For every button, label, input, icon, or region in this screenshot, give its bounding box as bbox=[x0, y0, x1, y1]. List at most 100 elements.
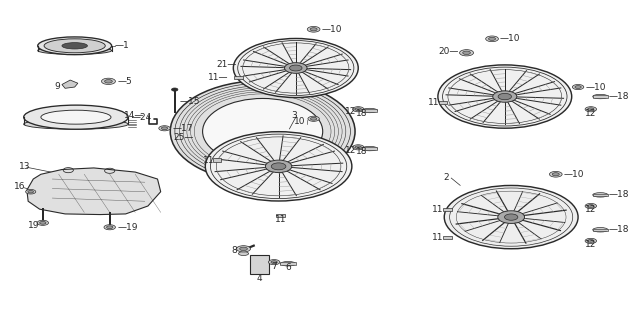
Text: —18: —18 bbox=[609, 92, 629, 101]
Polygon shape bbox=[27, 168, 161, 215]
Bar bbox=[280, 262, 296, 265]
Ellipse shape bbox=[310, 28, 317, 31]
Text: 11: 11 bbox=[275, 215, 286, 224]
Ellipse shape bbox=[585, 107, 596, 112]
Ellipse shape bbox=[493, 91, 517, 102]
Ellipse shape bbox=[104, 80, 112, 83]
Ellipse shape bbox=[24, 105, 128, 129]
Ellipse shape bbox=[585, 238, 596, 244]
Text: 8: 8 bbox=[232, 246, 237, 255]
Ellipse shape bbox=[438, 65, 572, 128]
Ellipse shape bbox=[355, 108, 362, 111]
Text: —10: —10 bbox=[322, 25, 342, 34]
Ellipse shape bbox=[308, 116, 319, 121]
Ellipse shape bbox=[239, 247, 248, 251]
Bar bbox=[593, 228, 608, 231]
Text: —24: —24 bbox=[132, 113, 152, 122]
Ellipse shape bbox=[289, 65, 302, 71]
Ellipse shape bbox=[62, 43, 88, 49]
Ellipse shape bbox=[593, 228, 608, 232]
Text: 18: 18 bbox=[356, 147, 368, 156]
Text: 11: 11 bbox=[428, 99, 439, 108]
Ellipse shape bbox=[234, 38, 358, 98]
Ellipse shape bbox=[588, 204, 594, 207]
Ellipse shape bbox=[205, 132, 352, 201]
Text: 12: 12 bbox=[345, 107, 356, 116]
Ellipse shape bbox=[444, 186, 578, 249]
Ellipse shape bbox=[362, 146, 378, 151]
Ellipse shape bbox=[271, 261, 277, 264]
Text: —5: —5 bbox=[117, 77, 132, 86]
Text: 12: 12 bbox=[345, 146, 356, 155]
Ellipse shape bbox=[38, 47, 111, 54]
Ellipse shape bbox=[307, 27, 320, 32]
Ellipse shape bbox=[593, 193, 608, 197]
Ellipse shape bbox=[588, 108, 594, 111]
Circle shape bbox=[172, 88, 178, 91]
Bar bbox=[362, 109, 378, 112]
Ellipse shape bbox=[203, 99, 323, 164]
Ellipse shape bbox=[498, 211, 525, 223]
Ellipse shape bbox=[498, 93, 511, 100]
Text: 12: 12 bbox=[585, 240, 596, 249]
Ellipse shape bbox=[593, 94, 608, 99]
Ellipse shape bbox=[488, 37, 495, 40]
Ellipse shape bbox=[353, 145, 364, 150]
Text: —18: —18 bbox=[609, 190, 629, 199]
Ellipse shape bbox=[585, 204, 596, 209]
Ellipse shape bbox=[266, 160, 292, 172]
Ellipse shape bbox=[38, 37, 111, 55]
Ellipse shape bbox=[104, 225, 115, 230]
Ellipse shape bbox=[37, 220, 49, 225]
Ellipse shape bbox=[24, 119, 128, 129]
Text: 11: 11 bbox=[432, 205, 444, 214]
Text: 12: 12 bbox=[585, 108, 596, 117]
Bar bbox=[362, 147, 378, 150]
Text: 3: 3 bbox=[292, 111, 298, 120]
Ellipse shape bbox=[107, 226, 113, 229]
Text: —10: —10 bbox=[586, 83, 606, 92]
Bar bbox=[212, 158, 221, 162]
Text: 18: 18 bbox=[356, 108, 368, 117]
Ellipse shape bbox=[552, 173, 559, 176]
Text: —15: —15 bbox=[180, 97, 200, 106]
Text: —10: —10 bbox=[500, 34, 520, 43]
Ellipse shape bbox=[504, 214, 518, 220]
Text: 6: 6 bbox=[285, 263, 291, 272]
Text: 13: 13 bbox=[19, 162, 31, 171]
Text: 11—: 11— bbox=[209, 73, 229, 82]
Ellipse shape bbox=[460, 50, 474, 56]
Ellipse shape bbox=[101, 78, 115, 84]
Bar bbox=[276, 214, 285, 217]
Ellipse shape bbox=[362, 108, 378, 113]
Ellipse shape bbox=[463, 51, 470, 54]
Ellipse shape bbox=[280, 261, 296, 266]
Bar bbox=[250, 255, 269, 274]
Ellipse shape bbox=[588, 239, 594, 242]
Ellipse shape bbox=[575, 86, 581, 88]
Text: 10: 10 bbox=[294, 117, 305, 126]
Ellipse shape bbox=[40, 221, 46, 224]
Ellipse shape bbox=[239, 252, 248, 255]
Text: 21—: 21— bbox=[217, 60, 237, 69]
Ellipse shape bbox=[44, 39, 105, 53]
Ellipse shape bbox=[161, 127, 168, 130]
Ellipse shape bbox=[310, 117, 317, 120]
Text: 19: 19 bbox=[28, 220, 39, 229]
Ellipse shape bbox=[353, 107, 364, 112]
Text: 12: 12 bbox=[585, 205, 596, 214]
Ellipse shape bbox=[271, 163, 286, 170]
Text: 7: 7 bbox=[271, 262, 277, 271]
Text: —17: —17 bbox=[172, 124, 193, 133]
Text: 4: 4 bbox=[257, 274, 262, 283]
Ellipse shape bbox=[572, 84, 584, 90]
Text: 11: 11 bbox=[432, 233, 444, 242]
Text: —18: —18 bbox=[609, 225, 629, 234]
Bar bbox=[439, 101, 447, 105]
Text: 11: 11 bbox=[203, 156, 214, 164]
Text: 14—: 14— bbox=[124, 111, 145, 120]
Text: —19: —19 bbox=[117, 223, 138, 232]
Text: 16: 16 bbox=[14, 182, 26, 191]
Ellipse shape bbox=[26, 189, 36, 194]
Text: 20—: 20— bbox=[438, 47, 459, 56]
